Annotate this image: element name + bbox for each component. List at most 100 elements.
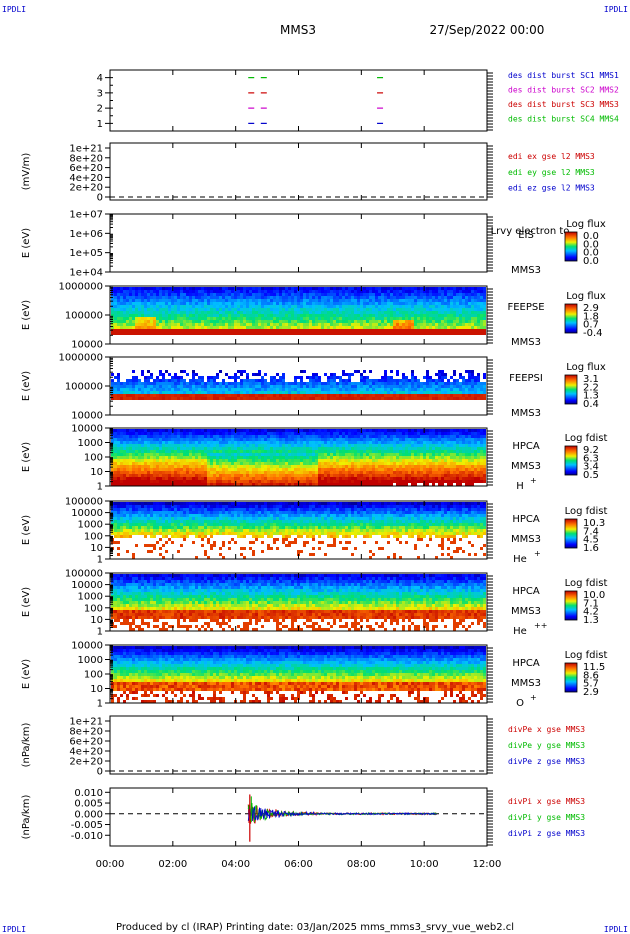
heatmap-cell (228, 391, 231, 394)
heatmap-cell (126, 314, 129, 317)
heatmap-cell (474, 376, 477, 379)
heatmap-cell (282, 394, 285, 397)
heatmap-cell (432, 385, 435, 388)
heatmap-cell (447, 397, 450, 400)
heatmap-cell (294, 311, 297, 314)
heatmap-cell (201, 471, 204, 474)
heatmap-cell (132, 308, 135, 311)
heatmap-cell (228, 441, 231, 444)
heatmap-cell (198, 391, 201, 394)
heatmap-cell (312, 311, 315, 314)
heatmap-cell (150, 438, 153, 441)
heatmap-cell (126, 435, 129, 438)
heatmap-cell (420, 302, 423, 305)
heatmap-cell (219, 320, 222, 323)
heatmap-cell (342, 471, 345, 474)
heatmap-cell (135, 391, 138, 394)
heatmap-cell (252, 438, 255, 441)
heatmap-cell (480, 314, 483, 317)
heatmap-cell (111, 397, 114, 400)
heatmap-cell (369, 311, 372, 314)
heatmap-cell (150, 444, 153, 447)
heatmap-cell (279, 326, 282, 329)
heatmap-cell (324, 438, 327, 441)
heatmap-cell (372, 462, 375, 465)
heatmap-cell (147, 305, 150, 308)
heatmap-cell (297, 317, 300, 320)
heatmap-cell (195, 397, 198, 400)
heatmap-cell (222, 468, 225, 471)
heatmap-cell (180, 302, 183, 305)
heatmap-cell (339, 385, 342, 388)
heatmap-cell (309, 435, 312, 438)
heatmap-cell (201, 388, 204, 391)
heatmap-cell (264, 326, 267, 329)
heatmap-cell (168, 394, 171, 397)
heatmap-cell (174, 308, 177, 311)
heatmap-cell (117, 483, 120, 486)
heatmap-cell (342, 391, 345, 394)
heatmap-cell (267, 320, 270, 323)
heatmap-cell (189, 447, 192, 450)
heatmap-cell (168, 320, 171, 323)
heatmap-cell (438, 302, 441, 305)
heatmap-cell (150, 382, 153, 385)
heatmap-cell (285, 429, 288, 432)
heatmap-cell (426, 323, 429, 326)
heatmap-cell (222, 323, 225, 326)
heatmap-cell (342, 462, 345, 465)
heatmap-cell (345, 320, 348, 323)
heatmap-cell (285, 388, 288, 391)
heatmap-cell (246, 471, 249, 474)
heatmap-cell (141, 477, 144, 480)
heatmap-cell (147, 385, 150, 388)
heatmap-cell (144, 382, 147, 385)
heatmap-cell (177, 477, 180, 480)
panel-frame (109, 69, 488, 132)
heatmap-cell (234, 329, 237, 332)
colorbar-title: Log flux (566, 362, 606, 373)
heatmap-cell (225, 385, 228, 388)
heatmap-cell (282, 480, 285, 483)
heatmap-cell (123, 477, 126, 480)
heatmap-cell (222, 329, 225, 332)
heatmap-cell (273, 397, 276, 400)
heatmap-cell (294, 287, 297, 290)
heatmap-cell (219, 302, 222, 305)
heatmap-cell (243, 326, 246, 329)
heatmap-cell (462, 299, 465, 302)
heatmap-cell (168, 388, 171, 391)
heatmap-cell (165, 293, 168, 296)
heatmap-cell (297, 477, 300, 480)
heatmap-cell (243, 311, 246, 314)
heatmap-cell (150, 308, 153, 311)
heatmap-cell (474, 323, 477, 326)
heatmap-cell (468, 370, 471, 373)
heatmap-cell (348, 459, 351, 462)
heatmap-cell (468, 320, 471, 323)
heatmap-cell (297, 474, 300, 477)
heatmap-cell (387, 391, 390, 394)
heatmap-cell (135, 483, 138, 486)
heatmap-cell (423, 332, 426, 335)
heatmap-cell (354, 296, 357, 299)
heatmap-cell (366, 435, 369, 438)
heatmap-cell (342, 379, 345, 382)
heatmap-cell (405, 305, 408, 308)
heatmap-cell (420, 320, 423, 323)
heatmap-cell (330, 379, 333, 382)
heatmap-cell (174, 373, 177, 376)
heatmap-cell (138, 450, 141, 453)
heatmap-cell (255, 326, 258, 329)
legend-entry: edi ey gse l2 MMS3 (508, 168, 595, 177)
heatmap-cell (135, 468, 138, 471)
heatmap-cell (339, 287, 342, 290)
heatmap-cell (243, 471, 246, 474)
heatmap-cell (372, 397, 375, 400)
heatmap-cell (153, 299, 156, 302)
heatmap-cell (240, 388, 243, 391)
heatmap-cell (321, 302, 324, 305)
heatmap-cell (141, 474, 144, 477)
heatmap-cell (225, 326, 228, 329)
